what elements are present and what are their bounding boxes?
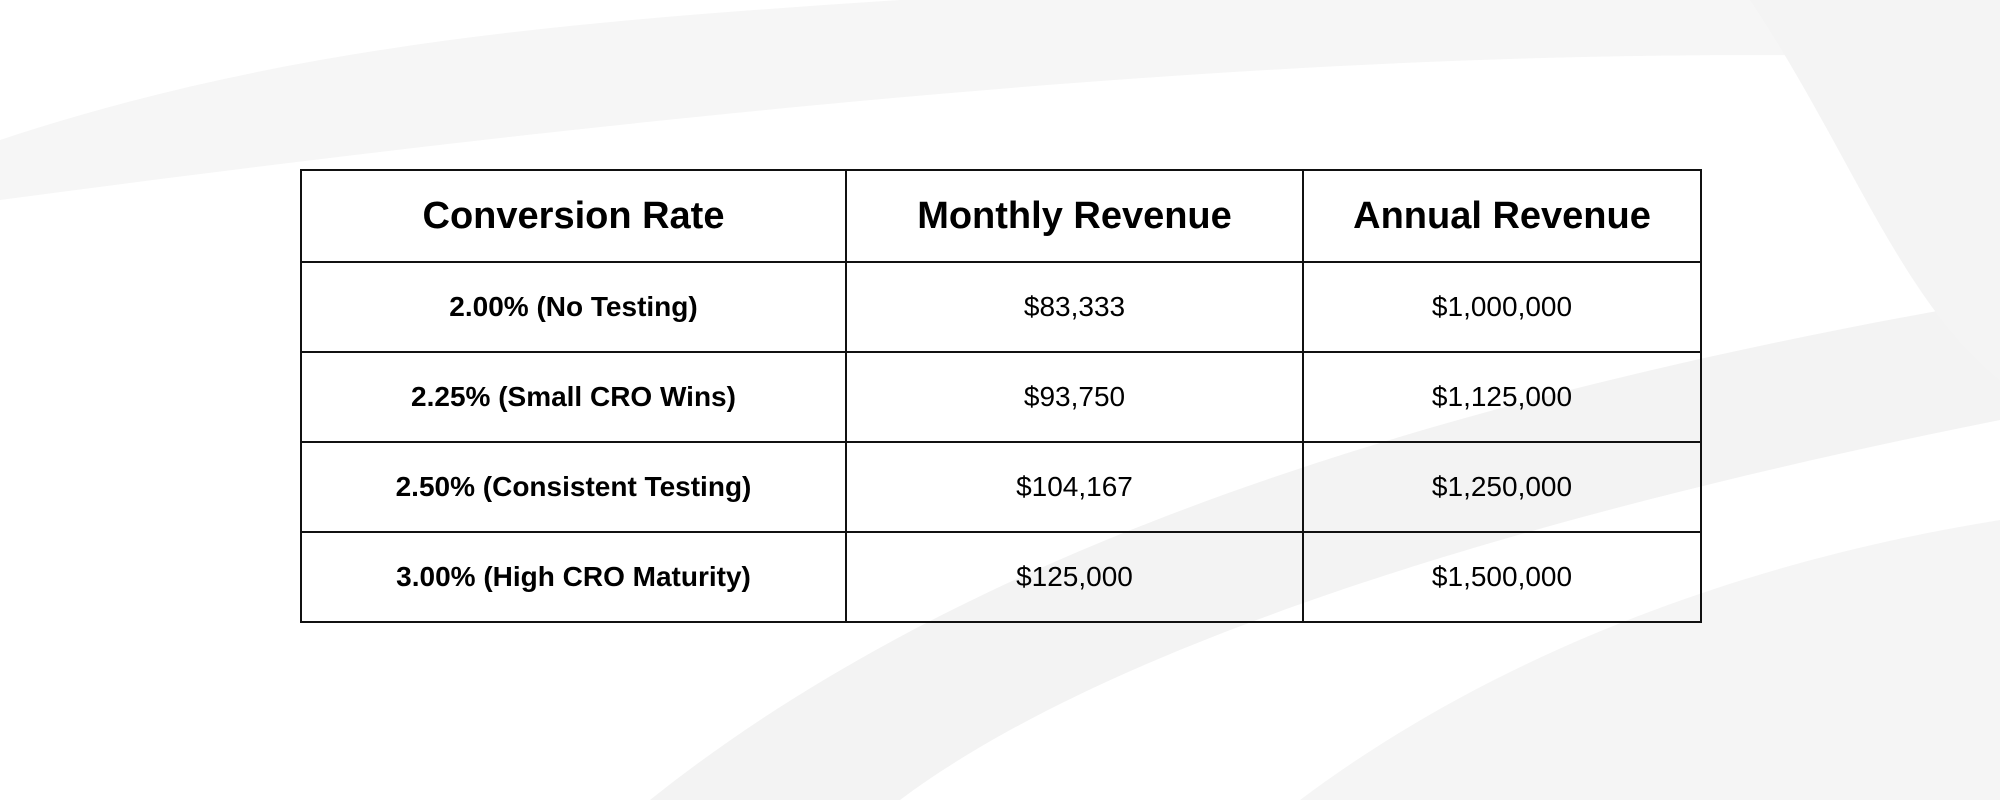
conversion-rate-cell: 2.25% (Small CRO Wins) [300, 351, 847, 443]
table-header-row: Conversion Rate Monthly Revenue Annual R… [300, 169, 1702, 263]
conversion-rate-cell: 3.00% (High CRO Maturity) [300, 531, 847, 623]
table-row: 2.50% (Consistent Testing) $104,167 $1,2… [300, 441, 1702, 533]
conversion-rate-cell: 2.00% (No Testing) [300, 261, 847, 353]
annual-revenue-cell: $1,500,000 [1302, 531, 1702, 623]
header-conversion-rate: Conversion Rate [300, 169, 847, 263]
revenue-table-container: Conversion Rate Monthly Revenue Annual R… [300, 169, 1702, 623]
header-annual-revenue: Annual Revenue [1302, 169, 1702, 263]
table-row: 3.00% (High CRO Maturity) $125,000 $1,50… [300, 531, 1702, 623]
monthly-revenue-cell: $93,750 [845, 351, 1304, 443]
header-monthly-revenue: Monthly Revenue [845, 169, 1304, 263]
annual-revenue-cell: $1,250,000 [1302, 441, 1702, 533]
monthly-revenue-cell: $83,333 [845, 261, 1304, 353]
monthly-revenue-cell: $125,000 [845, 531, 1304, 623]
annual-revenue-cell: $1,125,000 [1302, 351, 1702, 443]
revenue-table: Conversion Rate Monthly Revenue Annual R… [300, 169, 1702, 623]
annual-revenue-cell: $1,000,000 [1302, 261, 1702, 353]
monthly-revenue-cell: $104,167 [845, 441, 1304, 533]
conversion-rate-cell: 2.50% (Consistent Testing) [300, 441, 847, 533]
table-row: 2.00% (No Testing) $83,333 $1,000,000 [300, 261, 1702, 353]
table-row: 2.25% (Small CRO Wins) $93,750 $1,125,00… [300, 351, 1702, 443]
